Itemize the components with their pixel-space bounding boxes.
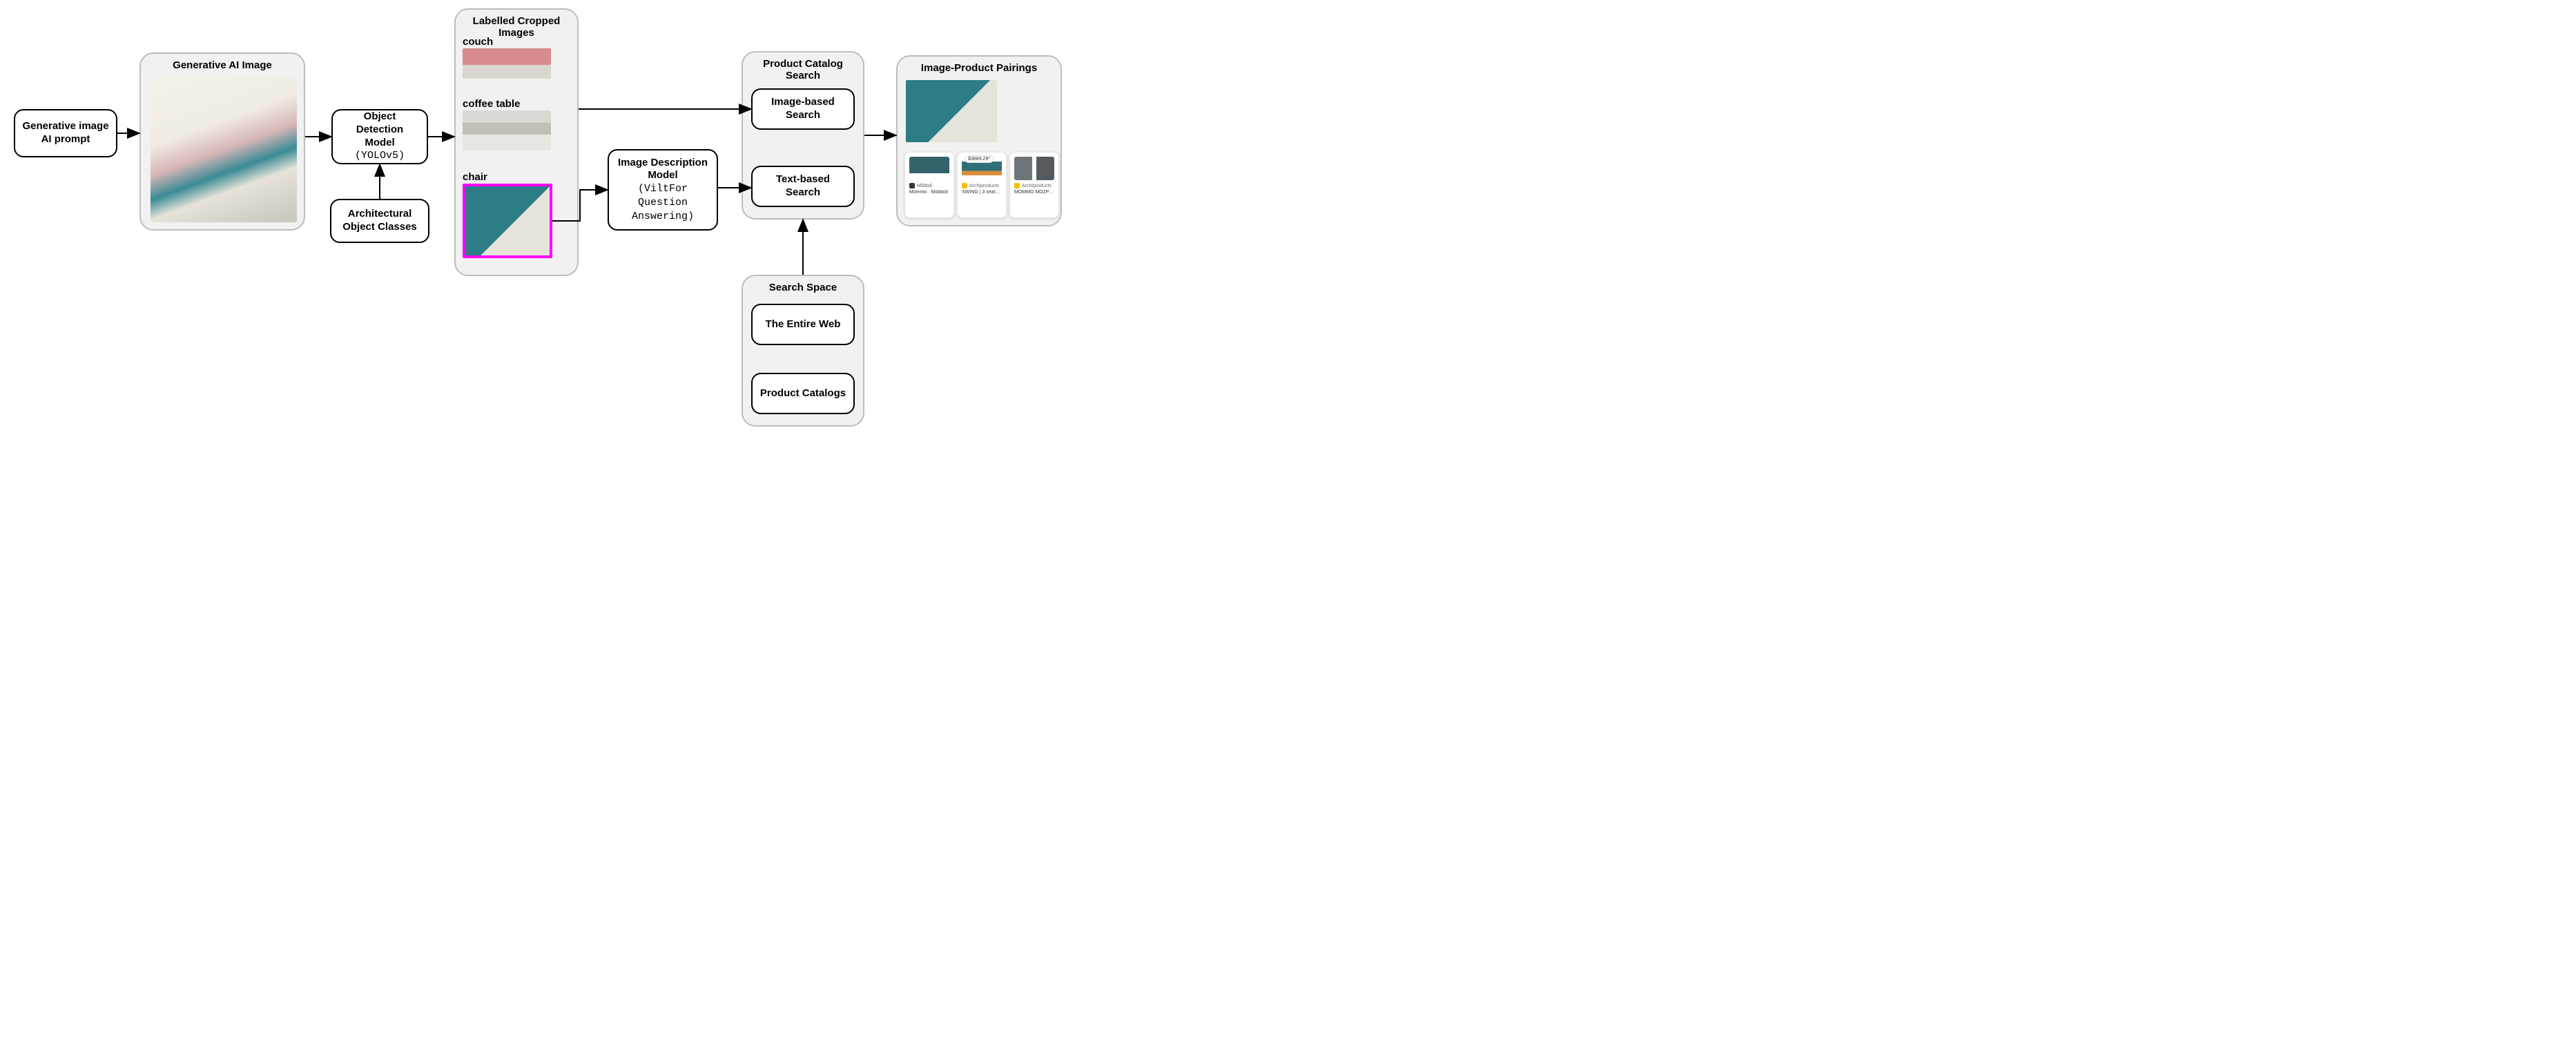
product-card-1: Mlibbdi Mommo · Mobboli (904, 152, 954, 218)
node-classes-label: ArchitecturalObject Classes (342, 208, 417, 234)
product-name: SWING | 3 seater sofa (962, 190, 1002, 195)
node-web-label: The Entire Web (766, 318, 841, 331)
product-price-tag: $3889.29* (965, 155, 994, 163)
product-vendor: Archiproducts (1022, 184, 1052, 188)
product-vendor: Archiproducts (969, 184, 999, 188)
node-prompt: Generative imageAI prompt (14, 109, 117, 157)
group-gen-image: Generative AI Image (139, 52, 305, 231)
node-yolo-mono: (YOLOv5) (355, 150, 405, 162)
product-vendor-row: Mlibbdi (909, 183, 949, 188)
crop-label-couch: couch (463, 36, 493, 48)
crop-image-couch (463, 48, 551, 79)
node-image-search: Image-basedSearch (751, 88, 855, 130)
product-name: Mommo · Mobboli (909, 190, 949, 195)
crop-image-coffee-table (463, 110, 551, 150)
node-catalogs-label: Product Catalogs (760, 387, 846, 400)
product-vendor-row: Archiproducts (1014, 183, 1054, 188)
node-yolo-label: Object DetectionModel (356, 110, 403, 148)
product-card-3: Archiproducts MOMMO MO2PB | Fabric small… (1009, 152, 1059, 218)
group-search-space-title: Search Space (743, 282, 863, 293)
vendor-badge-icon (909, 183, 915, 188)
group-gen-image-title: Generative AI Image (141, 59, 304, 71)
node-vilt: Image DescriptionModel (ViltForQuestionA… (608, 149, 718, 231)
product-thumb (1014, 157, 1054, 180)
crop-image-chair (463, 184, 552, 258)
product-thumb (909, 157, 949, 180)
node-yolo: Object DetectionModel (YOLOv5) (331, 109, 428, 164)
group-pairings-title: Image-Product Pairings (898, 62, 1061, 74)
group-catalog-title: Product CatalogSearch (743, 58, 863, 82)
product-vendor: Mlibbdi (917, 184, 932, 188)
node-vilt-inner: Image DescriptionModel (ViltForQuestionA… (618, 157, 708, 224)
node-prompt-label: Generative imageAI prompt (22, 120, 108, 146)
crop-label-coffee-table: coffee table (463, 98, 520, 110)
node-image-search-label: Image-basedSearch (771, 96, 835, 122)
node-text-search-label: Text-basedSearch (776, 173, 830, 200)
node-vilt-label: Image DescriptionModel (618, 157, 708, 182)
pairings-main-image (906, 80, 997, 142)
node-entire-web: The Entire Web (751, 304, 855, 345)
generated-image (151, 77, 297, 222)
node-vilt-mono: (ViltForQuestionAnswering) (632, 183, 694, 222)
crop-label-chair: chair (463, 171, 487, 183)
vendor-badge-icon (1014, 183, 1020, 188)
diagram-canvas: Generative AI Image Labelled CroppedImag… (0, 0, 1077, 442)
vendor-badge-icon (962, 183, 967, 188)
node-yolo-inner: Object DetectionModel (YOLOv5) (340, 110, 420, 163)
product-card-2: $3889.29* Archiproducts SWING | 3 seater… (957, 152, 1007, 218)
node-classes: ArchitecturalObject Classes (330, 199, 429, 243)
product-vendor-row: Archiproducts (962, 183, 1002, 188)
node-text-search: Text-basedSearch (751, 166, 855, 207)
product-name: MOMMO MO2PB | Fabric small sofa Fabri… (1014, 190, 1054, 195)
node-product-catalogs: Product Catalogs (751, 373, 855, 414)
product-thumb: $3889.29* (962, 157, 1002, 180)
